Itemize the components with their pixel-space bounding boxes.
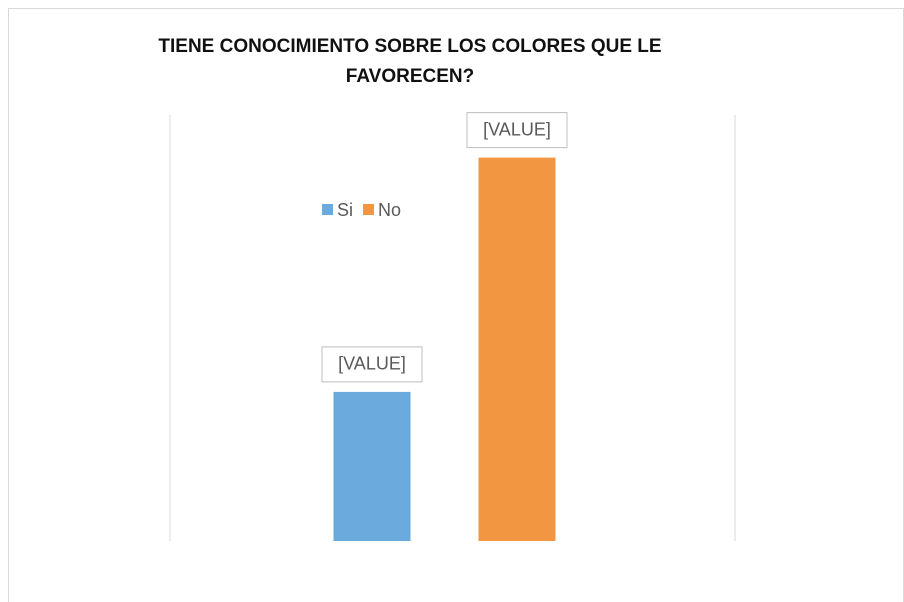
legend-swatch bbox=[363, 204, 375, 215]
legend-label: No bbox=[378, 200, 401, 220]
data-label-box bbox=[321, 346, 423, 383]
chart-border bbox=[8, 8, 904, 602]
chart-title: TIENE CONOCIMIENTO SOBRE LOS COLORES QUE… bbox=[158, 36, 662, 87]
data-label: [VALUE] bbox=[338, 354, 406, 374]
data-label: [VALUE] bbox=[483, 119, 551, 139]
legend-label: Si bbox=[337, 200, 353, 220]
bar bbox=[333, 391, 411, 541]
bar bbox=[478, 157, 556, 541]
legend-swatch bbox=[322, 204, 333, 215]
data-label-box bbox=[466, 112, 568, 149]
